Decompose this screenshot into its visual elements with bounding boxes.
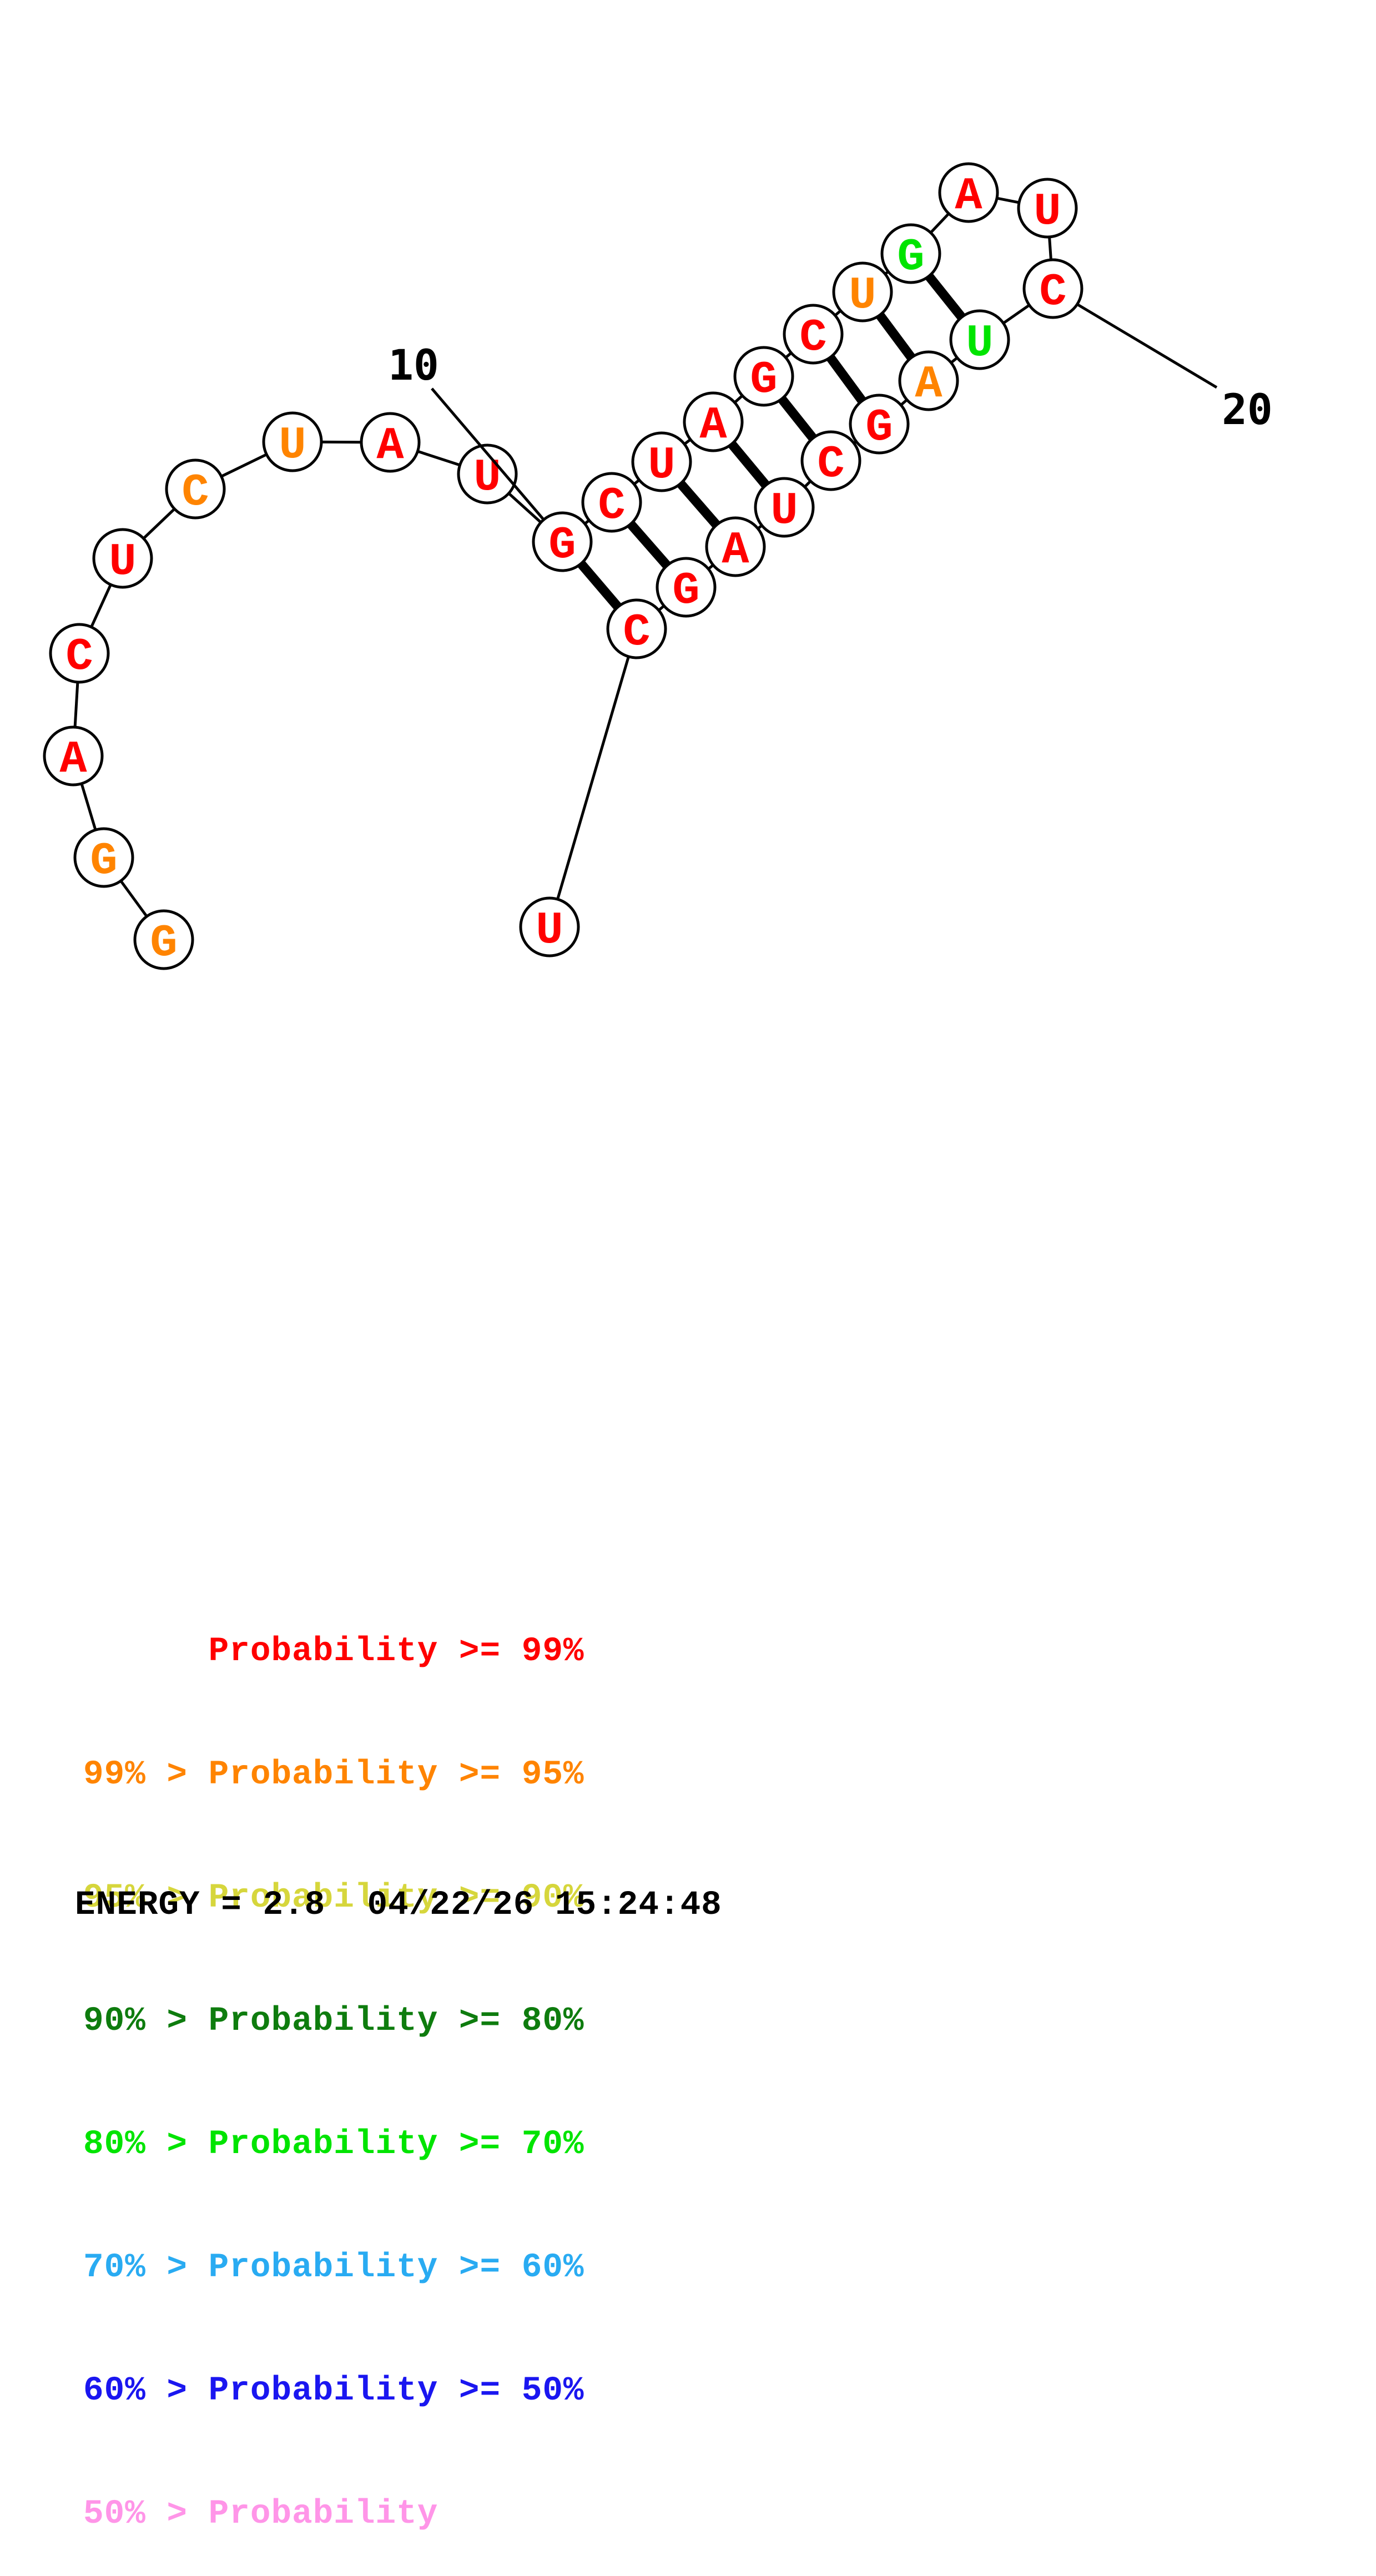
nucleotide-circle	[532, 511, 593, 572]
nucleotide-circle	[606, 598, 667, 659]
nucleotide-letter: A	[376, 420, 404, 472]
nucleotide-circle	[783, 304, 844, 365]
nucleotide-circle	[165, 458, 226, 520]
nucleotide-letter: C	[1039, 266, 1066, 318]
nucleotide-circle	[519, 896, 580, 957]
nucleotide-letter: U	[648, 440, 675, 491]
nucleotide-circle	[656, 557, 717, 618]
nucleotide-circle	[73, 827, 134, 888]
nucleotide-circle	[133, 909, 194, 970]
nucleotide-letter: G	[90, 835, 117, 887]
nucleotide-letter: U	[109, 536, 136, 588]
legend-row-p99: Probability >= 99%	[83, 1632, 584, 1671]
nucleotide-letter: C	[65, 631, 93, 683]
position-label: 10	[388, 340, 439, 390]
energy-timestamp-line: ENERGY = 2.8 04/22/26 15:24:48	[75, 1886, 722, 1924]
nucleotide-letter: A	[955, 170, 982, 222]
probability-legend: Probability >= 99% 99% > Probability >= …	[83, 1549, 584, 2576]
legend-row-p90: 95% > Probability >= 90%	[83, 1879, 584, 1917]
nucleotide-circle	[581, 472, 642, 533]
nucleotide-circle	[754, 477, 815, 538]
legend-row-p60: 70% > Probability >= 60%	[83, 2249, 584, 2287]
nucleotide-letter: C	[817, 438, 844, 490]
legend-row-below50: 50% > Probability	[83, 2495, 438, 2533]
nucleotide-letter: G	[897, 231, 924, 283]
nucleotide-letter: G	[672, 565, 699, 617]
nucleotide-letter: A	[699, 400, 727, 451]
nucleotide-letter: C	[182, 467, 209, 518]
nucleotide-circle	[360, 412, 421, 473]
nucleotide-circle	[705, 516, 766, 577]
nucleotide-circle	[832, 261, 893, 322]
nucleotide-letter: C	[799, 312, 826, 364]
nucleotide-circle	[1017, 178, 1078, 239]
legend-row-p80: 90% > Probability >= 80%	[83, 2002, 584, 2040]
label-leader-line	[431, 387, 546, 522]
nucleotide-letter: U	[770, 485, 798, 537]
nucleotide-letter: U	[966, 317, 993, 369]
nucleotide-circle	[898, 350, 959, 411]
label-leader-line	[1077, 303, 1218, 389]
nucleotide-circle	[849, 394, 910, 455]
nucleotide-letter: A	[722, 525, 749, 576]
nucleotide-letter: U	[849, 270, 876, 321]
nucleotide-letter: G	[865, 402, 893, 453]
nucleotide-circle	[457, 443, 518, 505]
nucleotide-letter: U	[279, 420, 306, 471]
backbone-link	[548, 628, 638, 927]
nucleotide-letter: U	[536, 905, 563, 956]
nucleotide-letter: C	[598, 480, 625, 532]
nucleotide-circle	[938, 162, 999, 223]
nucleotide-letter: G	[150, 918, 177, 969]
nucleotide-circle	[43, 725, 104, 787]
nucleotide-circle	[92, 528, 153, 589]
nucleotide-letter: U	[1034, 186, 1061, 238]
nucleotide-circle	[631, 431, 692, 492]
legend-row-p50: 60% > Probability >= 50%	[83, 2372, 584, 2410]
nucleotide-circle	[733, 346, 794, 407]
nucleotide-letter: C	[623, 607, 650, 658]
nucleotide-letter: G	[548, 520, 576, 571]
legend-row-p70: 80% > Probability >= 70%	[83, 2125, 584, 2164]
nucleotide-circle	[880, 223, 941, 284]
nucleotide-letter: U	[473, 452, 501, 503]
position-label: 20	[1222, 385, 1273, 434]
nucleotide-circle	[262, 411, 323, 472]
nucleotide-circle	[1022, 258, 1083, 319]
nucleotide-circle	[800, 430, 861, 491]
nucleotide-circle	[49, 623, 110, 684]
nucleotide-circle	[683, 391, 744, 452]
nucleotide-letter: A	[915, 359, 942, 410]
nucleotide-letter: A	[59, 734, 87, 785]
nucleotide-circle	[949, 309, 1010, 370]
legend-row-p95: 99% > Probability >= 95%	[83, 1756, 584, 1794]
nucleotide-letter: G	[750, 354, 777, 406]
